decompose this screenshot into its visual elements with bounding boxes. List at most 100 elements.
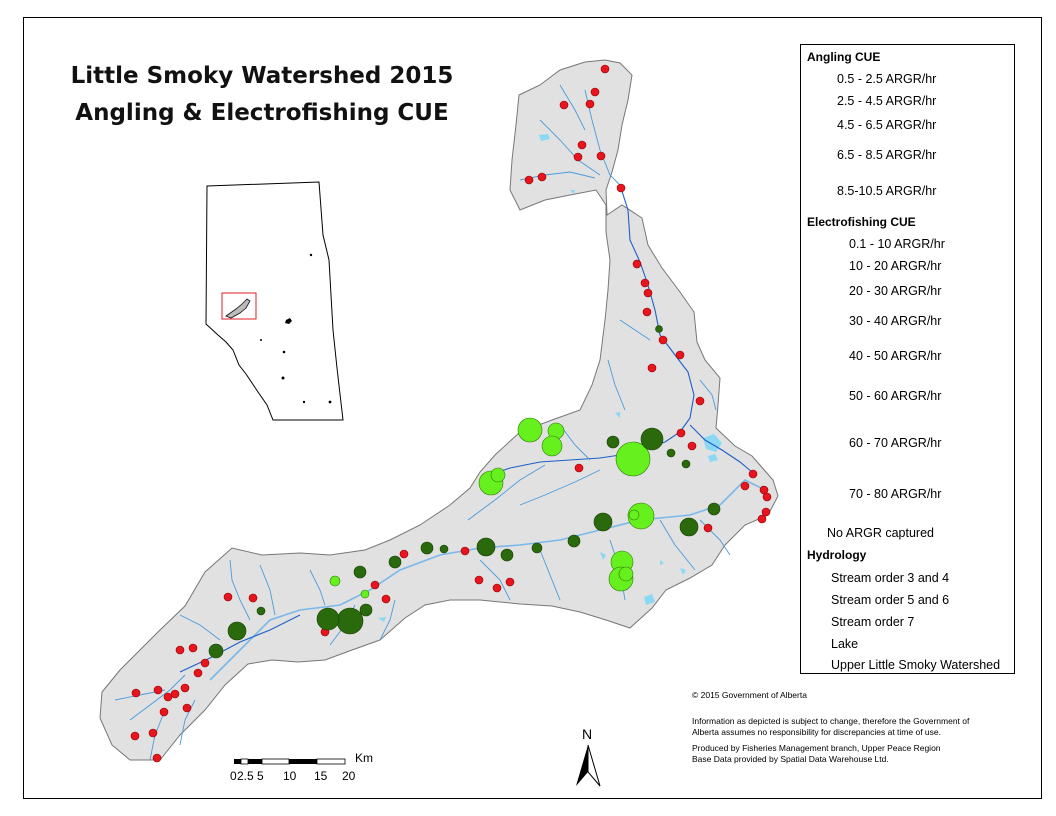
scale-tick: 20	[342, 769, 356, 783]
no-capture-site	[642, 307, 652, 317]
no-capture-site	[148, 728, 158, 738]
alberta-outline	[205, 181, 344, 421]
inset-watershed-shape	[225, 298, 251, 319]
stream-order-3-4	[229, 559, 251, 621]
legend-hydro-item: Upper Little Smoky Watershed	[831, 658, 1001, 672]
legend-angling-class: 8.5-10.5 ARGR/hr	[837, 184, 937, 198]
angling-site	[227, 621, 247, 641]
legend-hydro-item: Stream order 3 and 4	[831, 571, 950, 585]
no-capture-site	[524, 175, 534, 185]
no-capture-site	[675, 350, 685, 360]
no-capture-site	[537, 172, 547, 182]
angling-site	[593, 512, 613, 532]
no-capture-site	[590, 87, 600, 97]
no-capture-site	[130, 731, 140, 741]
no-capture-site	[200, 658, 210, 668]
legend-angling-class: 4.5 - 6.5 ARGR/hr	[837, 118, 937, 132]
stream-order-5-6	[179, 614, 301, 673]
no-capture-site	[159, 707, 169, 717]
watershed-polygon	[99, 59, 779, 761]
north-arrow-label: N	[582, 726, 593, 742]
angling-site	[256, 606, 266, 616]
no-capture-site	[574, 463, 584, 473]
stream-order-3-4	[619, 319, 651, 341]
no-capture-site	[460, 546, 470, 556]
stream-order-3-4	[539, 119, 601, 176]
map-title-line1: Little Smoky Watershed 2015	[70, 63, 454, 89]
no-capture-site	[740, 481, 750, 491]
no-capture-site	[188, 643, 198, 653]
no-capture-site	[399, 549, 409, 559]
lake	[600, 552, 606, 560]
no-capture-site	[381, 594, 391, 604]
map-title-line2: Angling & Electrofishing CUE	[75, 100, 449, 126]
no-capture-site	[223, 592, 233, 602]
angling-site	[500, 548, 514, 562]
angling-site	[679, 517, 699, 537]
electrofishing-site	[360, 589, 370, 599]
stream-order-3-4	[179, 699, 196, 746]
legend-electro-class: 70 - 80 ARGR/hr	[849, 487, 942, 501]
no-capture-site	[762, 492, 772, 502]
no-capture-site	[182, 703, 192, 713]
no-capture-site	[658, 335, 668, 345]
no-capture-site	[152, 753, 162, 763]
no-capture-site	[695, 396, 705, 406]
legend-electro-class: 20 - 30 ARGR/hr	[849, 284, 942, 298]
electrofishing-site	[628, 509, 640, 521]
stream-order-3-4	[259, 564, 276, 616]
lake	[570, 190, 575, 194]
stream-order-3-4	[519, 469, 601, 506]
no-capture-site	[474, 575, 484, 585]
no-capture-site	[687, 441, 697, 451]
angling-site	[359, 603, 373, 617]
no-capture-site	[573, 152, 583, 162]
electrofishing-site	[329, 575, 341, 587]
angling-site	[666, 448, 676, 458]
legend-electro-class: 10 - 20 ARGR/hr	[849, 259, 942, 273]
no-capture-site	[703, 523, 713, 533]
no-capture-site	[640, 278, 650, 288]
lake	[708, 454, 718, 462]
no-capture-site	[180, 683, 190, 693]
legend-angling-heading: Angling CUE	[807, 50, 881, 64]
lakes	[378, 134, 722, 622]
stream-order-3-4	[659, 519, 696, 571]
no-capture-site	[748, 469, 758, 479]
no-capture-site	[616, 183, 626, 193]
angling-sites	[208, 325, 721, 659]
angling-site	[439, 544, 449, 554]
legend-electro-class: 30 - 40 ARGR/hr	[849, 314, 942, 328]
angling-site	[420, 541, 434, 555]
legend-hydro-item: Stream order 7	[831, 615, 915, 629]
electrofishing-site	[541, 435, 563, 457]
stream-order-3-4	[309, 569, 326, 606]
no-capture-site	[643, 288, 653, 298]
legend-electro-class: 40 - 50 ARGR/hr	[849, 349, 942, 363]
electrofishing-site	[618, 566, 634, 582]
scale-unit: Km	[355, 751, 373, 765]
stream-order-3-4	[607, 359, 626, 411]
no-capture-site	[676, 428, 686, 438]
angling-site	[567, 534, 581, 548]
legend-electro-class: 60 - 70 ARGR/hr	[849, 436, 942, 450]
no-capture-site	[153, 685, 163, 695]
no-capture-site	[596, 151, 606, 161]
copyright-note: © 2015 Government of Alberta	[692, 690, 807, 700]
angling-site	[640, 427, 664, 451]
angling-site	[606, 435, 620, 449]
angling-site	[531, 542, 543, 554]
streams-order-3-4	[114, 84, 731, 761]
no-capture-site	[647, 363, 657, 373]
no-capture-site	[248, 593, 258, 603]
electrofishing-site	[517, 417, 543, 443]
legend-electro-class: 0.1 - 10 ARGR/hr	[849, 237, 945, 251]
lake	[644, 594, 655, 605]
legend-angling-class: 6.5 - 8.5 ARGR/hr	[837, 148, 937, 162]
legend-box: Angling CUE 0.5 - 2.5 ARGR/hr 2.5 - 4.5 …	[800, 44, 1015, 674]
electrofishing-site	[627, 502, 655, 530]
angling-site	[707, 502, 721, 516]
data-source-line: Base Data provided by Spatial Data Wareh…	[692, 754, 889, 764]
legend-electro-heading: Electrofishing CUE	[807, 215, 916, 229]
legend-hydrology-heading: Hydrology	[807, 548, 867, 562]
